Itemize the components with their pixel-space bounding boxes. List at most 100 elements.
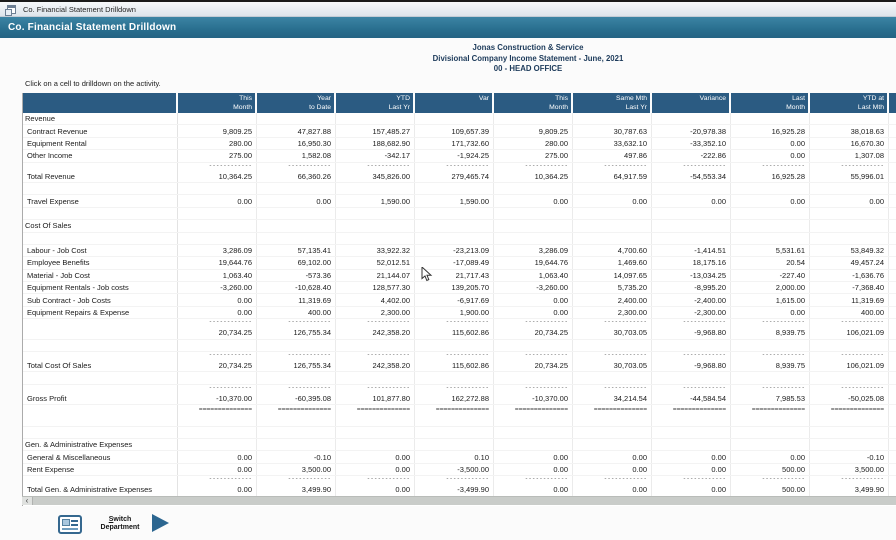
cell[interactable]: 101,877.80 bbox=[336, 392, 415, 405]
cell[interactable]: 106,021.09 bbox=[810, 360, 889, 372]
cell[interactable]: -20,978.38 bbox=[652, 125, 731, 137]
cell[interactable]: 0.00 bbox=[573, 484, 652, 496]
cell[interactable]: 0.00 bbox=[257, 195, 336, 207]
cell[interactable]: 3,286.09 bbox=[178, 244, 257, 257]
cell[interactable]: -1,414.51 bbox=[652, 244, 731, 257]
cell[interactable]: 0.00 bbox=[652, 463, 731, 476]
cell[interactable]: -2,300.00 bbox=[652, 306, 731, 319]
cell[interactable]: 0.00 bbox=[178, 451, 257, 463]
cell[interactable]: 0.00 bbox=[494, 306, 573, 319]
cell[interactable]: -1,636.76 bbox=[810, 269, 889, 282]
cell[interactable]: 400.00 bbox=[810, 306, 889, 319]
cell[interactable]: 20,734.25 bbox=[494, 327, 573, 339]
cell[interactable]: 0.00 bbox=[652, 451, 731, 463]
cell[interactable]: 30,787.63 bbox=[573, 125, 652, 137]
cell[interactable]: 18,175.16 bbox=[652, 257, 731, 269]
cell[interactable]: -17,089.49 bbox=[415, 257, 494, 269]
cell[interactable]: -10,628.40 bbox=[257, 282, 336, 294]
cell[interactable]: 1,590.00 bbox=[336, 195, 415, 207]
cell[interactable]: 188,682.90 bbox=[336, 137, 415, 150]
cell[interactable]: 1,615.00 bbox=[731, 294, 810, 306]
cell[interactable]: 242,358.20 bbox=[336, 327, 415, 339]
cell[interactable]: 0.00 bbox=[573, 451, 652, 463]
switch-department-button[interactable]: Switch Department bbox=[58, 512, 178, 536]
cell[interactable]: 400.00 bbox=[257, 306, 336, 319]
cell[interactable]: -23,213.09 bbox=[415, 244, 494, 257]
cell[interactable]: -33,352.10 bbox=[652, 137, 731, 150]
cell[interactable]: 1,590.00 bbox=[415, 195, 494, 207]
cell[interactable]: 0.00 bbox=[810, 195, 889, 207]
cell[interactable]: -3,260.00 bbox=[494, 282, 573, 294]
cell[interactable]: 4,700.60 bbox=[573, 244, 652, 257]
cell[interactable]: -3,500.00 bbox=[415, 463, 494, 476]
cell[interactable]: 64,917.59 bbox=[573, 170, 652, 182]
cell[interactable]: 0.00 bbox=[573, 195, 652, 207]
cell[interactable]: 109,657.39 bbox=[415, 125, 494, 137]
cell[interactable]: 3,499.90 bbox=[810, 484, 889, 496]
cell[interactable]: 14,097.65 bbox=[573, 269, 652, 282]
cell[interactable]: -2,400.00 bbox=[652, 294, 731, 306]
cell[interactable]: 171,732.60 bbox=[415, 137, 494, 150]
cell[interactable]: 0.00 bbox=[652, 195, 731, 207]
cell[interactable]: -50,025.08 bbox=[810, 392, 889, 405]
cell[interactable]: 280.00 bbox=[178, 137, 257, 150]
cell[interactable]: -6,917.69 bbox=[415, 294, 494, 306]
cell[interactable]: 162,272.88 bbox=[415, 392, 494, 405]
cell[interactable]: 16,670.30 bbox=[810, 137, 889, 150]
cell[interactable]: -227.40 bbox=[731, 269, 810, 282]
cell[interactable]: 279,465.74 bbox=[415, 170, 494, 182]
cell[interactable]: -0.10 bbox=[810, 451, 889, 463]
cell[interactable]: 52,012.51 bbox=[336, 257, 415, 269]
cell[interactable]: 16,925.28 bbox=[731, 170, 810, 182]
cell[interactable]: -0.10 bbox=[257, 451, 336, 463]
cell[interactable]: -10,370.00 bbox=[178, 392, 257, 405]
cell[interactable]: 4,402.00 bbox=[336, 294, 415, 306]
cell[interactable]: 275.00 bbox=[178, 150, 257, 162]
cell[interactable]: 66,360.26 bbox=[257, 170, 336, 182]
cell[interactable]: 3,499.90 bbox=[257, 484, 336, 496]
cell[interactable]: 157,485.27 bbox=[336, 125, 415, 137]
cell[interactable]: 242,358.20 bbox=[336, 360, 415, 372]
cell[interactable]: 2,000.00 bbox=[731, 282, 810, 294]
cell[interactable]: 20,734.25 bbox=[178, 327, 257, 339]
cell[interactable]: 19,644.76 bbox=[178, 257, 257, 269]
scroll-left-button[interactable]: ‹ bbox=[22, 497, 33, 505]
cell[interactable]: 115,602.86 bbox=[415, 360, 494, 372]
cell[interactable]: 1,063.40 bbox=[178, 269, 257, 282]
cell[interactable]: 0.00 bbox=[494, 484, 573, 496]
cell[interactable]: 33,922.32 bbox=[336, 244, 415, 257]
cell[interactable]: -60,395.08 bbox=[257, 392, 336, 405]
cell[interactable]: 8,939.75 bbox=[731, 327, 810, 339]
cell[interactable]: 345,826.00 bbox=[336, 170, 415, 182]
cell[interactable]: 0.00 bbox=[178, 306, 257, 319]
cell[interactable]: 2,400.00 bbox=[573, 294, 652, 306]
cell[interactable]: 500.00 bbox=[731, 484, 810, 496]
cell[interactable]: 0.00 bbox=[731, 306, 810, 319]
cell[interactable]: -13,034.25 bbox=[652, 269, 731, 282]
cell[interactable]: 1,307.08 bbox=[810, 150, 889, 162]
cell[interactable]: 0.00 bbox=[494, 294, 573, 306]
cell[interactable]: 1,063.40 bbox=[494, 269, 573, 282]
cell[interactable]: 3,286.09 bbox=[494, 244, 573, 257]
cell[interactable]: 38,018.63 bbox=[810, 125, 889, 137]
cell[interactable]: 0.00 bbox=[731, 150, 810, 162]
cell[interactable]: 20,734.25 bbox=[178, 360, 257, 372]
cell[interactable]: -7,368.40 bbox=[810, 282, 889, 294]
cell[interactable]: 0.00 bbox=[731, 195, 810, 207]
cell[interactable]: 19,644.76 bbox=[494, 257, 573, 269]
cell[interactable]: 0.00 bbox=[178, 463, 257, 476]
run-arrow-button[interactable] bbox=[152, 514, 169, 532]
cell[interactable]: 275.00 bbox=[494, 150, 573, 162]
cell[interactable]: 69,102.00 bbox=[257, 257, 336, 269]
cell[interactable]: 0.10 bbox=[415, 451, 494, 463]
cell[interactable]: 280.00 bbox=[494, 137, 573, 150]
cell[interactable]: 5,531.61 bbox=[731, 244, 810, 257]
cell[interactable]: 3,500.00 bbox=[810, 463, 889, 476]
cell[interactable]: 3,500.00 bbox=[257, 463, 336, 476]
horizontal-scrollbar[interactable]: ‹ bbox=[22, 496, 896, 505]
cell[interactable]: 21,144.07 bbox=[336, 269, 415, 282]
cell[interactable]: 33,632.10 bbox=[573, 137, 652, 150]
cell[interactable]: -573.36 bbox=[257, 269, 336, 282]
cell[interactable]: -54,553.34 bbox=[652, 170, 731, 182]
cell[interactable]: 16,925.28 bbox=[731, 125, 810, 137]
